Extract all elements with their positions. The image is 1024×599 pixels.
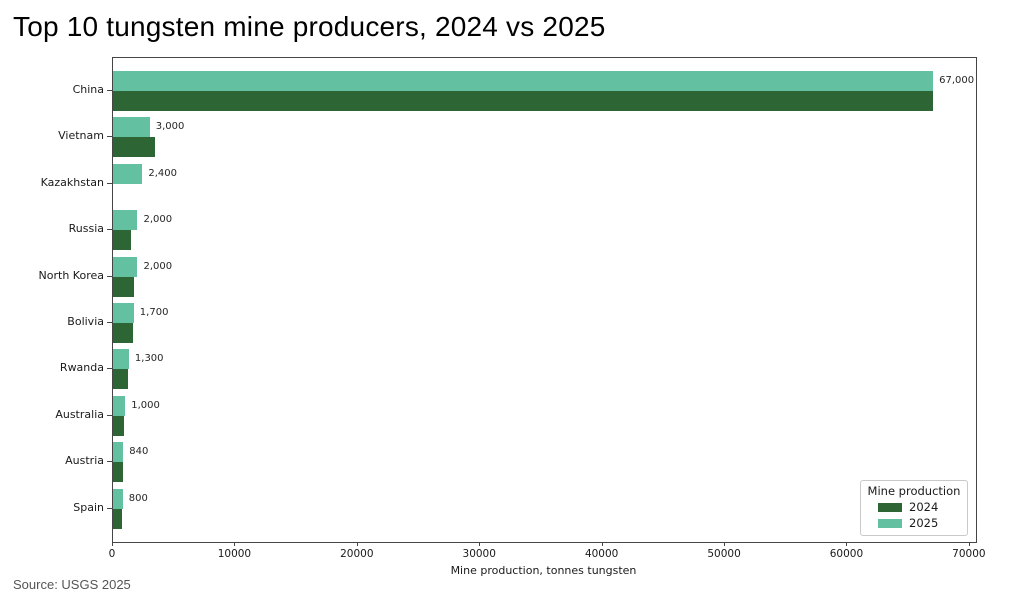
plot-area: Mine production 2024 2025 67,000 3,000 2,40… bbox=[112, 57, 977, 543]
x-tick-label: 20000 bbox=[340, 548, 374, 560]
y-tick-label: Bolivia bbox=[67, 314, 104, 328]
x-tick-label: 70000 bbox=[952, 548, 986, 560]
bar-2025 bbox=[113, 395, 126, 416]
bar-value-label: 3,000 bbox=[155, 121, 185, 133]
x-tick-mark bbox=[234, 542, 236, 546]
bar-2024 bbox=[113, 137, 155, 158]
y-tick-label: Vietnam bbox=[58, 129, 104, 143]
bar-2025 bbox=[113, 442, 124, 463]
legend-swatch-2024 bbox=[878, 502, 902, 512]
bar-2025 bbox=[113, 488, 123, 509]
bar-2025 bbox=[113, 302, 134, 323]
bar-2025 bbox=[113, 117, 150, 138]
bar-value-label: 2,400 bbox=[148, 167, 178, 179]
y-tick-mark bbox=[107, 461, 112, 463]
legend-items: 2024 2025 bbox=[861, 499, 967, 531]
chart-title: Top 10 tungsten mine producers, 2024 vs … bbox=[13, 11, 606, 42]
legend-item-label: 2024 bbox=[909, 500, 939, 514]
y-tick-mark bbox=[107, 507, 112, 509]
bar-value-label: 840 bbox=[129, 446, 149, 458]
y-tick-mark bbox=[107, 136, 112, 138]
x-tick-label: 50000 bbox=[707, 548, 741, 560]
bar-2024 bbox=[113, 508, 122, 529]
y-tick-label: North Korea bbox=[38, 268, 104, 282]
x-axis-label: Mine production, tonnes tungsten bbox=[450, 564, 637, 577]
legend-item-2025: 2025 bbox=[861, 515, 967, 531]
bar-value-label: 2,000 bbox=[143, 260, 173, 272]
x-tick-mark bbox=[356, 542, 358, 546]
y-tick-mark bbox=[107, 368, 112, 370]
bar-2024 bbox=[113, 276, 134, 297]
bar-2025 bbox=[113, 210, 138, 231]
x-tick-mark bbox=[601, 542, 603, 546]
y-tick-mark bbox=[107, 182, 112, 184]
y-tick-label: Kazakhstan bbox=[40, 175, 104, 189]
legend-title: Mine production bbox=[867, 484, 961, 498]
bar-2025 bbox=[113, 256, 138, 277]
y-tick-mark bbox=[107, 321, 112, 323]
legend-item-2024: 2024 bbox=[861, 499, 967, 515]
y-tick-mark bbox=[107, 275, 112, 277]
bar-value-label: 2,000 bbox=[143, 214, 173, 226]
x-tick-label: 60000 bbox=[829, 548, 864, 560]
y-tick-label: China bbox=[72, 82, 104, 96]
x-tick-mark bbox=[479, 542, 481, 546]
y-tick-label: Australia bbox=[55, 407, 104, 421]
bar-2025 bbox=[113, 163, 143, 184]
x-tick-mark bbox=[112, 542, 113, 546]
bar-2024 bbox=[113, 369, 128, 390]
bar-2025 bbox=[113, 70, 934, 91]
x-tick-label: 40000 bbox=[584, 548, 619, 560]
x-tick-label: 0 bbox=[108, 548, 116, 560]
y-tick-mark bbox=[107, 229, 112, 231]
bar-2024 bbox=[113, 230, 132, 251]
y-tick-label: Rwanda bbox=[59, 361, 104, 375]
bar-value-label: 1,000 bbox=[131, 399, 160, 411]
bar-2024 bbox=[113, 462, 123, 483]
bar-value-label: 67,000 bbox=[939, 74, 975, 86]
x-tick-mark bbox=[724, 542, 726, 546]
legend-item-label: 2025 bbox=[909, 516, 939, 530]
y-tick-label: Spain bbox=[73, 500, 104, 514]
bar-value-label: 1,300 bbox=[134, 353, 164, 365]
y-tick-label: Austria bbox=[65, 454, 104, 468]
y-tick-label: Russia bbox=[68, 222, 104, 236]
source-note: Source: USGS 2025 bbox=[13, 577, 131, 592]
bar-2024 bbox=[113, 90, 934, 111]
bar-value-label: 800 bbox=[128, 492, 148, 504]
y-tick-mark bbox=[107, 414, 112, 416]
legend: Mine production 2024 2025 bbox=[860, 480, 968, 536]
x-tick-mark bbox=[968, 542, 970, 546]
bar-2025 bbox=[113, 349, 129, 370]
legend-swatch-2025 bbox=[878, 518, 902, 528]
x-tick-mark bbox=[846, 542, 848, 546]
x-tick-label: 10000 bbox=[217, 548, 252, 560]
bar-value-label: 1,700 bbox=[139, 306, 169, 318]
bar-2024 bbox=[113, 322, 133, 343]
bar-2024 bbox=[113, 415, 125, 436]
x-tick-label: 30000 bbox=[462, 548, 496, 560]
y-tick-mark bbox=[107, 89, 112, 91]
